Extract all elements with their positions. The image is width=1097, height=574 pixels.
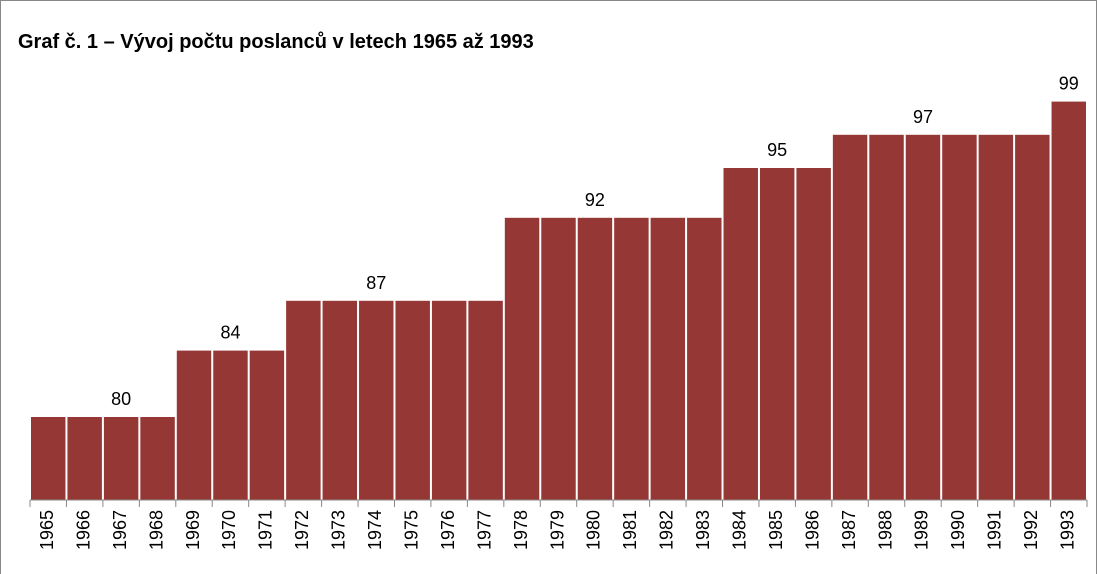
x-tick-label: 1990 — [948, 510, 968, 550]
bar — [978, 134, 1014, 501]
x-tick-label: 1974 — [365, 510, 385, 550]
bar — [1051, 101, 1086, 500]
x-tick-label: 1965 — [37, 510, 57, 550]
x-tick-label: 1972 — [292, 510, 312, 550]
bar — [1015, 134, 1050, 501]
x-tick-label: 1969 — [183, 510, 203, 550]
x-tick-label: 1987 — [839, 510, 859, 550]
bar — [359, 300, 394, 500]
x-tick-label: 1980 — [584, 510, 604, 550]
x-tick-label: 1967 — [110, 510, 130, 550]
bar — [832, 134, 868, 501]
bar — [395, 300, 430, 500]
x-tick-label: 1989 — [912, 510, 932, 550]
data-label: 92 — [585, 190, 605, 210]
bar — [286, 300, 321, 500]
data-label: 84 — [220, 323, 240, 343]
bar — [687, 217, 722, 501]
bar — [103, 417, 139, 500]
x-tick-label: 1966 — [73, 510, 93, 550]
x-tick-label: 1979 — [547, 510, 567, 550]
x-tick-label: 1983 — [693, 510, 713, 550]
bar — [213, 350, 248, 500]
x-tick-label: 1981 — [620, 510, 640, 550]
bar — [504, 217, 540, 501]
bar — [322, 300, 358, 500]
x-tick-label: 1976 — [438, 510, 458, 550]
bar — [905, 134, 941, 501]
bar — [249, 350, 285, 500]
bar — [869, 134, 904, 501]
x-tick-label: 1992 — [1021, 510, 1041, 550]
x-tick-label: 1993 — [1058, 510, 1078, 550]
data-label: 80 — [111, 389, 131, 409]
x-tick-label: 1971 — [256, 510, 276, 550]
bar — [614, 217, 649, 501]
x-tick-label: 1986 — [802, 510, 822, 550]
bar — [140, 417, 175, 500]
data-label: 87 — [366, 273, 386, 293]
x-tick-label: 1978 — [511, 510, 531, 550]
data-label: 97 — [913, 107, 933, 127]
bar — [431, 300, 467, 500]
bar — [577, 217, 613, 501]
x-tick-label: 1970 — [219, 510, 239, 550]
bar — [796, 168, 831, 500]
bar — [723, 168, 758, 500]
bar — [67, 417, 102, 500]
x-tick-label: 1968 — [146, 510, 166, 550]
x-tick-label: 1985 — [766, 510, 786, 550]
x-tick-label: 1988 — [875, 510, 895, 550]
bar — [468, 300, 503, 500]
x-tick-label: 1973 — [329, 510, 349, 550]
bar — [176, 350, 212, 500]
data-label: 99 — [1059, 74, 1079, 94]
bar — [31, 417, 66, 500]
x-tick-label: 1991 — [985, 510, 1005, 550]
x-tick-label: 1982 — [657, 510, 677, 550]
x-tick-label: 1984 — [729, 510, 749, 550]
x-tick-label: 1977 — [474, 510, 494, 550]
x-tick-label: 1975 — [401, 510, 421, 550]
bar — [759, 168, 795, 500]
bar — [942, 134, 977, 501]
chart-title: Graf č. 1 – Vývoj počtu poslanců v letec… — [18, 31, 534, 53]
bar — [650, 217, 686, 501]
bar — [541, 217, 576, 501]
data-label: 95 — [767, 140, 787, 160]
